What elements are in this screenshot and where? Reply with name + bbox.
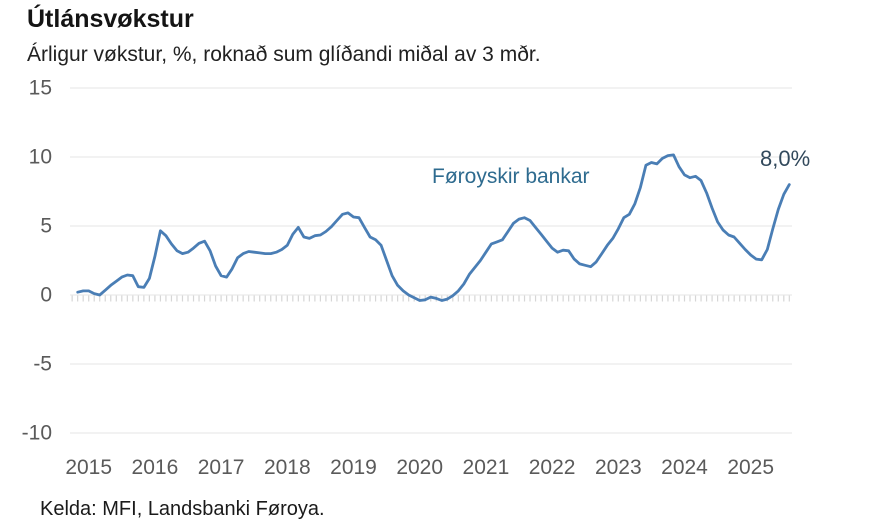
page-subtitle: Árligur vøkstur, %, roknað sum glíðandi … <box>27 43 541 66</box>
source-note: Kelda: MFI, Landsbanki Føroya. <box>40 498 325 520</box>
series-line-foroyskir-bankar <box>76 153 791 302</box>
y-tick-label: 5 <box>40 215 52 238</box>
gridlines <box>70 87 792 434</box>
y-tick-label: -10 <box>22 422 52 445</box>
page-title: Útlánsvøkstur <box>27 5 194 33</box>
x-tick-label: 2018 <box>264 456 311 479</box>
x-tick-label: 2016 <box>132 456 179 479</box>
x-tick-label: 2021 <box>463 456 510 479</box>
y-tick-label: 10 <box>29 146 52 169</box>
x-tick-label: 2022 <box>529 456 576 479</box>
end-value-label: 8,0% <box>760 146 811 171</box>
x-tick-label: 2017 <box>198 456 245 479</box>
series-label: Føroyskir bankar <box>432 165 590 188</box>
y-axis-labels: 15 10 5 0 -5 -10 <box>22 77 52 445</box>
y-tick-label: 0 <box>40 284 52 307</box>
x-tick-label: 2024 <box>661 456 708 479</box>
y-tick-label: 15 <box>29 77 52 100</box>
x-tick-label: 2015 <box>65 456 112 479</box>
x-tick-label: 2023 <box>595 456 642 479</box>
y-tick-label: -5 <box>33 353 52 376</box>
x-tick-label: 2019 <box>330 456 377 479</box>
x-axis-labels: 2015 2016 2017 2018 2019 2020 2021 2022 2023 2024… <box>65 456 774 479</box>
x-tick-label: 2025 <box>727 456 774 479</box>
x-tick-label: 2020 <box>396 456 443 479</box>
